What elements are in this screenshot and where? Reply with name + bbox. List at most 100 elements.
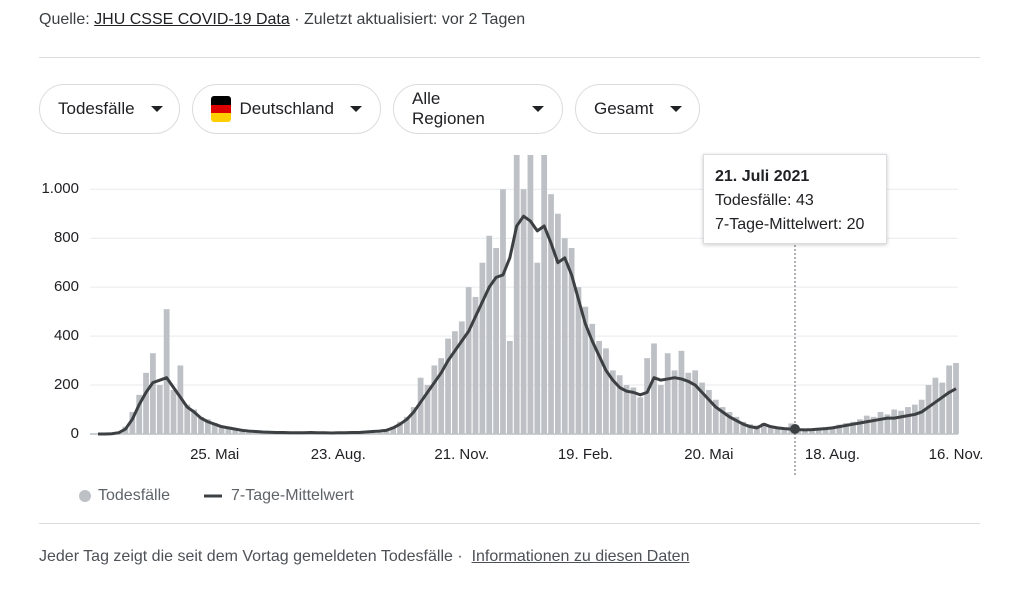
caret: [669, 106, 682, 112]
bar: [465, 287, 472, 434]
metric-dropdown[interactable]: Todesfälle: [39, 84, 180, 134]
x-tick-label: 20. Mai: [684, 446, 733, 463]
x-tick-label: 25. Mai: [190, 446, 239, 463]
caret: [350, 106, 362, 112]
bar: [891, 409, 898, 434]
bar: [802, 429, 808, 434]
bar: [623, 385, 630, 434]
bar: [733, 416, 740, 434]
bar: [163, 309, 170, 434]
bar: [911, 404, 918, 434]
bar: [644, 358, 651, 434]
country-dropdown[interactable]: Deutschland: [192, 84, 381, 134]
bar: [582, 306, 589, 434]
bar: [603, 348, 609, 434]
bar: [706, 389, 712, 434]
separator: [39, 523, 980, 524]
y-tick-label: 800: [54, 229, 79, 246]
bar: [410, 407, 417, 434]
bar: [939, 382, 946, 434]
separator: [39, 57, 980, 58]
bar: [204, 419, 211, 434]
y-tick-label: 1.000: [41, 180, 79, 197]
bar: [808, 428, 815, 434]
average-line: [98, 214, 957, 436]
caret: [532, 106, 544, 112]
bar: [685, 372, 692, 434]
bar: [754, 425, 760, 434]
bar: [712, 399, 719, 434]
bar: [424, 385, 431, 434]
dropdown-label: Todesfälle: [58, 99, 135, 118]
source-line: Quelle: JHU CSSE COVID-19 Data · Zuletzt…: [39, 11, 525, 29]
bar: [170, 389, 177, 434]
bar: [211, 422, 218, 434]
bar: [692, 370, 699, 434]
bar: [541, 155, 548, 434]
source-link[interactable]: JHU CSSE COVID-19 Data: [94, 11, 290, 28]
bar: [534, 262, 541, 434]
bar: [918, 399, 925, 434]
bar: [191, 409, 197, 434]
bar: [905, 407, 911, 434]
bar: [218, 425, 225, 434]
bar: [726, 411, 733, 434]
bar: [664, 353, 671, 434]
tooltip: 21. Juli 2021 Todesfälle: 43 7-Tage-Mitt…: [703, 154, 887, 244]
x-tick-label: 23. Aug.: [311, 446, 366, 463]
bar: [719, 407, 726, 434]
bar: [472, 296, 479, 434]
bar: [596, 341, 602, 434]
dropdown-label: Gesamt: [594, 99, 654, 118]
bar: [671, 370, 678, 434]
x-tick-label: 19. Feb.: [558, 446, 613, 463]
region-dropdown[interactable]: Alle Regionen: [393, 84, 563, 134]
bar: [575, 287, 582, 434]
bar: [156, 385, 163, 434]
tooltip-line: 7-Tage-Mittelwert: 20: [715, 216, 865, 233]
bar: [781, 427, 788, 434]
bar: [493, 248, 499, 434]
bar: [822, 427, 829, 434]
bar: [946, 365, 953, 434]
bar: [767, 426, 774, 434]
footer-text: Jeder Tag zeigt die seit dem Vortag geme…: [39, 548, 463, 565]
bar: [452, 331, 458, 434]
footer: Jeder Tag zeigt die seit dem Vortag geme…: [39, 548, 689, 566]
y-tick-label: 600: [54, 278, 79, 295]
bar: [953, 363, 959, 434]
period-dropdown[interactable]: Gesamt: [575, 84, 700, 134]
bar: [527, 155, 534, 434]
bar: [836, 424, 843, 434]
bar: [548, 194, 554, 434]
bar: [637, 397, 644, 434]
bar: [630, 387, 637, 434]
legend-swatch: [79, 490, 91, 502]
x-tick-label: 16. Nov.: [929, 446, 984, 463]
bar: [877, 411, 884, 434]
bar: [403, 416, 410, 434]
bar: [458, 321, 465, 434]
bar: [225, 426, 232, 434]
bar: [479, 262, 486, 434]
bar: [417, 377, 424, 434]
bar: [198, 416, 204, 434]
hover-dot: [790, 424, 800, 434]
bar: [657, 385, 664, 434]
y-tick-label: 400: [54, 327, 79, 344]
bar: [857, 419, 863, 434]
bar: [843, 422, 850, 434]
bar: [143, 372, 149, 434]
bar: [740, 421, 747, 434]
bar: [431, 365, 438, 434]
bar: [829, 426, 836, 434]
bar: [898, 410, 904, 434]
bar: [561, 238, 568, 434]
footer-link[interactable]: Informationen zu diesen Daten: [471, 548, 690, 565]
bar: [870, 416, 877, 434]
bar: [150, 353, 156, 434]
tooltip-line: Todesfälle: 43: [715, 192, 814, 209]
bar: [568, 248, 575, 434]
